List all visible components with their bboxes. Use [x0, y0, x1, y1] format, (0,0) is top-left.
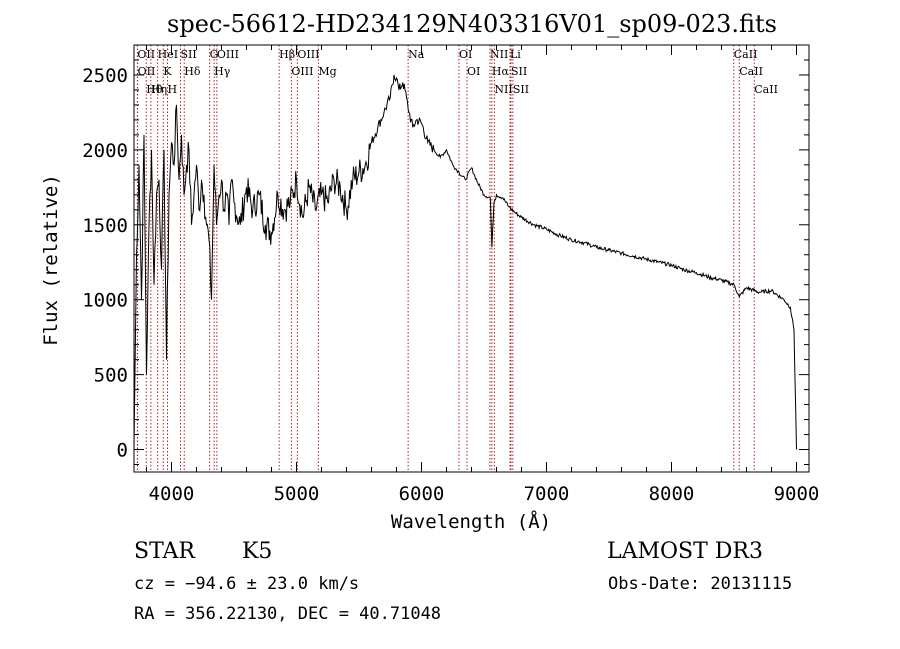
- spectral-line-label-7: Hδ: [184, 65, 201, 78]
- plot-frame: [133, 44, 810, 473]
- x-tick-label-2: 6000: [399, 483, 445, 505]
- x-tick-label-0: 4000: [149, 483, 195, 505]
- series-layer: [133, 74, 797, 450]
- y-axis-label: Flux (relative): [40, 174, 62, 346]
- chart-title: spec-56612-HD234129N403316V01_sp09-023.f…: [167, 10, 777, 38]
- survey-name: LAMOST DR3: [607, 539, 763, 564]
- spectral-line-label-11: G: [210, 48, 219, 61]
- spectral-line-label-13: OIII: [297, 48, 319, 61]
- y-tick-label-3: 1500: [82, 215, 128, 237]
- spectral-line-label-16: Na: [408, 48, 425, 61]
- spectral-line-label-17: OI: [459, 48, 472, 61]
- y-tick-label-1: 500: [94, 365, 128, 387]
- spectral-line-label-18: OI: [467, 65, 480, 78]
- spectral-line-label-20: NII: [490, 48, 508, 61]
- x-tick-label-4: 8000: [649, 483, 695, 505]
- spectral-line-label-19: Hα: [492, 65, 510, 78]
- obs-date: Obs-Date: 20131115: [608, 574, 793, 594]
- spectral-line-label-0: Hθ: [146, 83, 163, 96]
- ra-dec: RA = 356.22130, DEC = 40.71048: [134, 604, 442, 624]
- spectral-lines-layer: [136, 45, 755, 472]
- x-axis-label: Wavelength (Å): [391, 510, 551, 533]
- ticks-layer: 4000 5000 6000 7000 8000 9000 0 500 1000 1500 2000…: [82, 45, 819, 505]
- spectral-line-label-24: SII: [513, 83, 529, 96]
- spectral-line-label-9: OIII: [217, 48, 239, 61]
- spectral-line-label-1: OII: [137, 48, 155, 61]
- spectral-line-label-25: CaII: [739, 65, 763, 78]
- spectrum-series-line: [133, 74, 797, 450]
- spectral-line-label-4: Hη: [151, 83, 167, 96]
- x-tick-label-3: 7000: [524, 483, 570, 505]
- spectral-line-label-12: Hβ: [279, 48, 295, 61]
- object-class: STAR: [134, 539, 195, 564]
- spectral-line-label-14: OIII: [291, 65, 313, 78]
- spectral-line-label-27: CaII: [754, 83, 778, 96]
- spectral-line-label-23: Li: [510, 48, 521, 61]
- y-tick-label-5: 2500: [82, 65, 128, 87]
- y-tick-label-2: 1000: [82, 290, 128, 312]
- spectral-line-label-5: K: [163, 65, 172, 78]
- spectral-line-label-22: SII: [511, 65, 527, 78]
- x-tick-label-5: 9000: [774, 483, 820, 505]
- spectral-line-label-15: Mg: [318, 65, 336, 78]
- spectral-line-label-3: HeI: [158, 48, 178, 61]
- redshift-cz: cz = −94.6 ± 23.0 km/s: [134, 574, 360, 594]
- spectral-line-label-8: SII: [181, 48, 197, 61]
- y-tick-label-0: 0: [117, 440, 128, 462]
- spectral-line-label-26: CaII: [734, 48, 758, 61]
- x-tick-label-1: 5000: [274, 483, 320, 505]
- subclass: K5: [242, 539, 273, 564]
- y-tick-label-4: 2000: [82, 140, 128, 162]
- spectral-line-label-6: H: [168, 83, 178, 96]
- spectral-line-label-21: NII: [494, 83, 512, 96]
- spectral-line-label-2: OII: [138, 65, 156, 78]
- spectral-line-label-10: Hγ: [214, 65, 231, 78]
